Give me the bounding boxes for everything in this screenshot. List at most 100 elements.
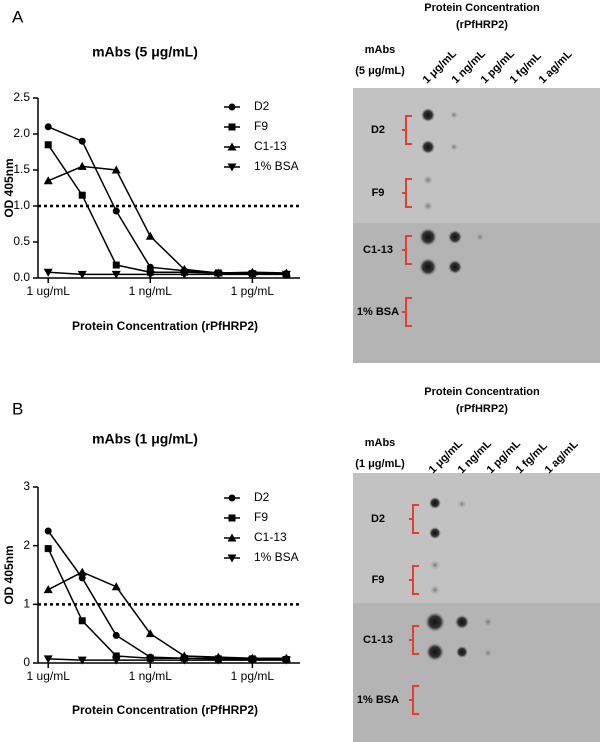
- series-line: [47, 144, 287, 276]
- marker: [44, 123, 52, 131]
- marker: [179, 270, 189, 279]
- chart-title: mAbs (1 μg/mL): [92, 431, 198, 447]
- marker: [44, 527, 52, 535]
- marker: [228, 514, 236, 522]
- marker: [44, 545, 52, 553]
- blot-row-label: C1-13: [363, 634, 393, 646]
- x-tick-label: 1 pg/mL: [231, 669, 275, 683]
- blot-title: Protein Concentration: [424, 2, 540, 14]
- blot-membrane: [353, 88, 600, 223]
- y-tick-label: 0: [23, 655, 30, 669]
- series-line: [47, 571, 287, 660]
- marker: [227, 554, 237, 563]
- blot-row-label: D2: [371, 124, 385, 136]
- marker: [43, 176, 53, 185]
- x-tick-label: 1 pg/mL: [231, 284, 275, 298]
- y-tick-label: 2.0: [13, 126, 30, 140]
- blot-title: (rPfHRP2): [456, 19, 508, 31]
- marker: [78, 191, 86, 199]
- marker: [43, 585, 53, 594]
- blot-column-label: 1 ag/mL: [537, 48, 575, 86]
- marker: [228, 103, 236, 111]
- marker: [111, 656, 121, 665]
- legend-label: 1% BSA: [254, 159, 299, 173]
- marker: [213, 270, 223, 279]
- legend-label: F9: [254, 119, 268, 133]
- marker: [111, 165, 121, 174]
- x-tick-label: 1 ug/mL: [27, 669, 71, 683]
- x-tick-label: 1 ng/mL: [129, 669, 173, 683]
- marker: [77, 656, 87, 665]
- chart-title: mAbs (5 μg/mL): [92, 44, 198, 60]
- marker: [227, 142, 237, 151]
- marker: [247, 656, 257, 665]
- marker: [77, 270, 87, 279]
- legend-label: D2: [254, 490, 270, 504]
- marker: [112, 631, 120, 639]
- series-line: [47, 165, 287, 274]
- blot-title: (rPfHRP2): [456, 403, 508, 415]
- marker: [247, 270, 257, 279]
- marker: [227, 533, 237, 542]
- bracket: [409, 565, 419, 595]
- y-tick-label: 1: [23, 597, 30, 611]
- x-axis-label: Protein Concentration (rPfHRP2): [72, 703, 258, 717]
- panel-label: B: [12, 399, 23, 418]
- blot-row-label: 1% BSA: [357, 306, 399, 318]
- marker: [228, 494, 236, 502]
- series-line: [47, 548, 287, 661]
- marker: [179, 264, 189, 273]
- blot-row-header: mAbs: [365, 437, 396, 449]
- bracket: [402, 115, 412, 145]
- y-tick-label: 1.5: [13, 162, 30, 176]
- blot-membrane: [353, 473, 600, 603]
- marker: [112, 207, 120, 215]
- x-tick-label: 1 ug/mL: [27, 284, 71, 298]
- x-tick-label: 1 ng/mL: [129, 284, 173, 298]
- y-tick-label: 3: [23, 479, 30, 493]
- blot-row-header: (5 μg/mL): [355, 65, 405, 77]
- marker: [77, 567, 87, 576]
- blot-row-header: (1 μg/mL): [355, 458, 405, 470]
- marker: [111, 582, 121, 591]
- marker: [43, 268, 53, 277]
- blot-row-label: 1% BSA: [357, 694, 399, 706]
- bracket: [409, 685, 419, 715]
- y-axis-label: OD 405nm: [2, 158, 16, 217]
- bracket: [402, 178, 412, 208]
- marker: [78, 137, 86, 145]
- marker: [78, 574, 86, 582]
- marker: [179, 656, 189, 665]
- marker: [213, 656, 223, 665]
- marker: [145, 656, 155, 665]
- marker: [111, 270, 121, 279]
- marker: [281, 656, 291, 665]
- blot-row-label: D2: [371, 513, 385, 525]
- blot-spots: [425, 497, 493, 661]
- marker: [112, 261, 120, 269]
- blot-spots: [419, 108, 484, 276]
- marker: [112, 652, 120, 660]
- panel-label: A: [12, 7, 24, 26]
- blot-row-header: mAbs: [365, 44, 396, 56]
- marker: [43, 655, 53, 664]
- legend-label: C1-13: [254, 530, 287, 544]
- bracket: [409, 504, 419, 534]
- marker: [145, 629, 155, 638]
- series-line: [48, 271, 287, 276]
- marker: [78, 617, 86, 625]
- y-tick-label: 0.5: [13, 234, 30, 248]
- blot-row-label: F9: [372, 187, 385, 199]
- blot-row-label: C1-13: [363, 244, 393, 256]
- blot-column-label: 1 ag/mL: [543, 438, 581, 476]
- bracket: [402, 297, 412, 327]
- y-axis-label: OD 405nm: [2, 545, 16, 604]
- series-line: [48, 658, 287, 661]
- marker: [77, 161, 87, 170]
- marker: [281, 270, 291, 279]
- x-axis-label: Protein Concentration (rPfHRP2): [72, 319, 258, 333]
- bracket: [409, 625, 419, 655]
- marker: [227, 163, 237, 172]
